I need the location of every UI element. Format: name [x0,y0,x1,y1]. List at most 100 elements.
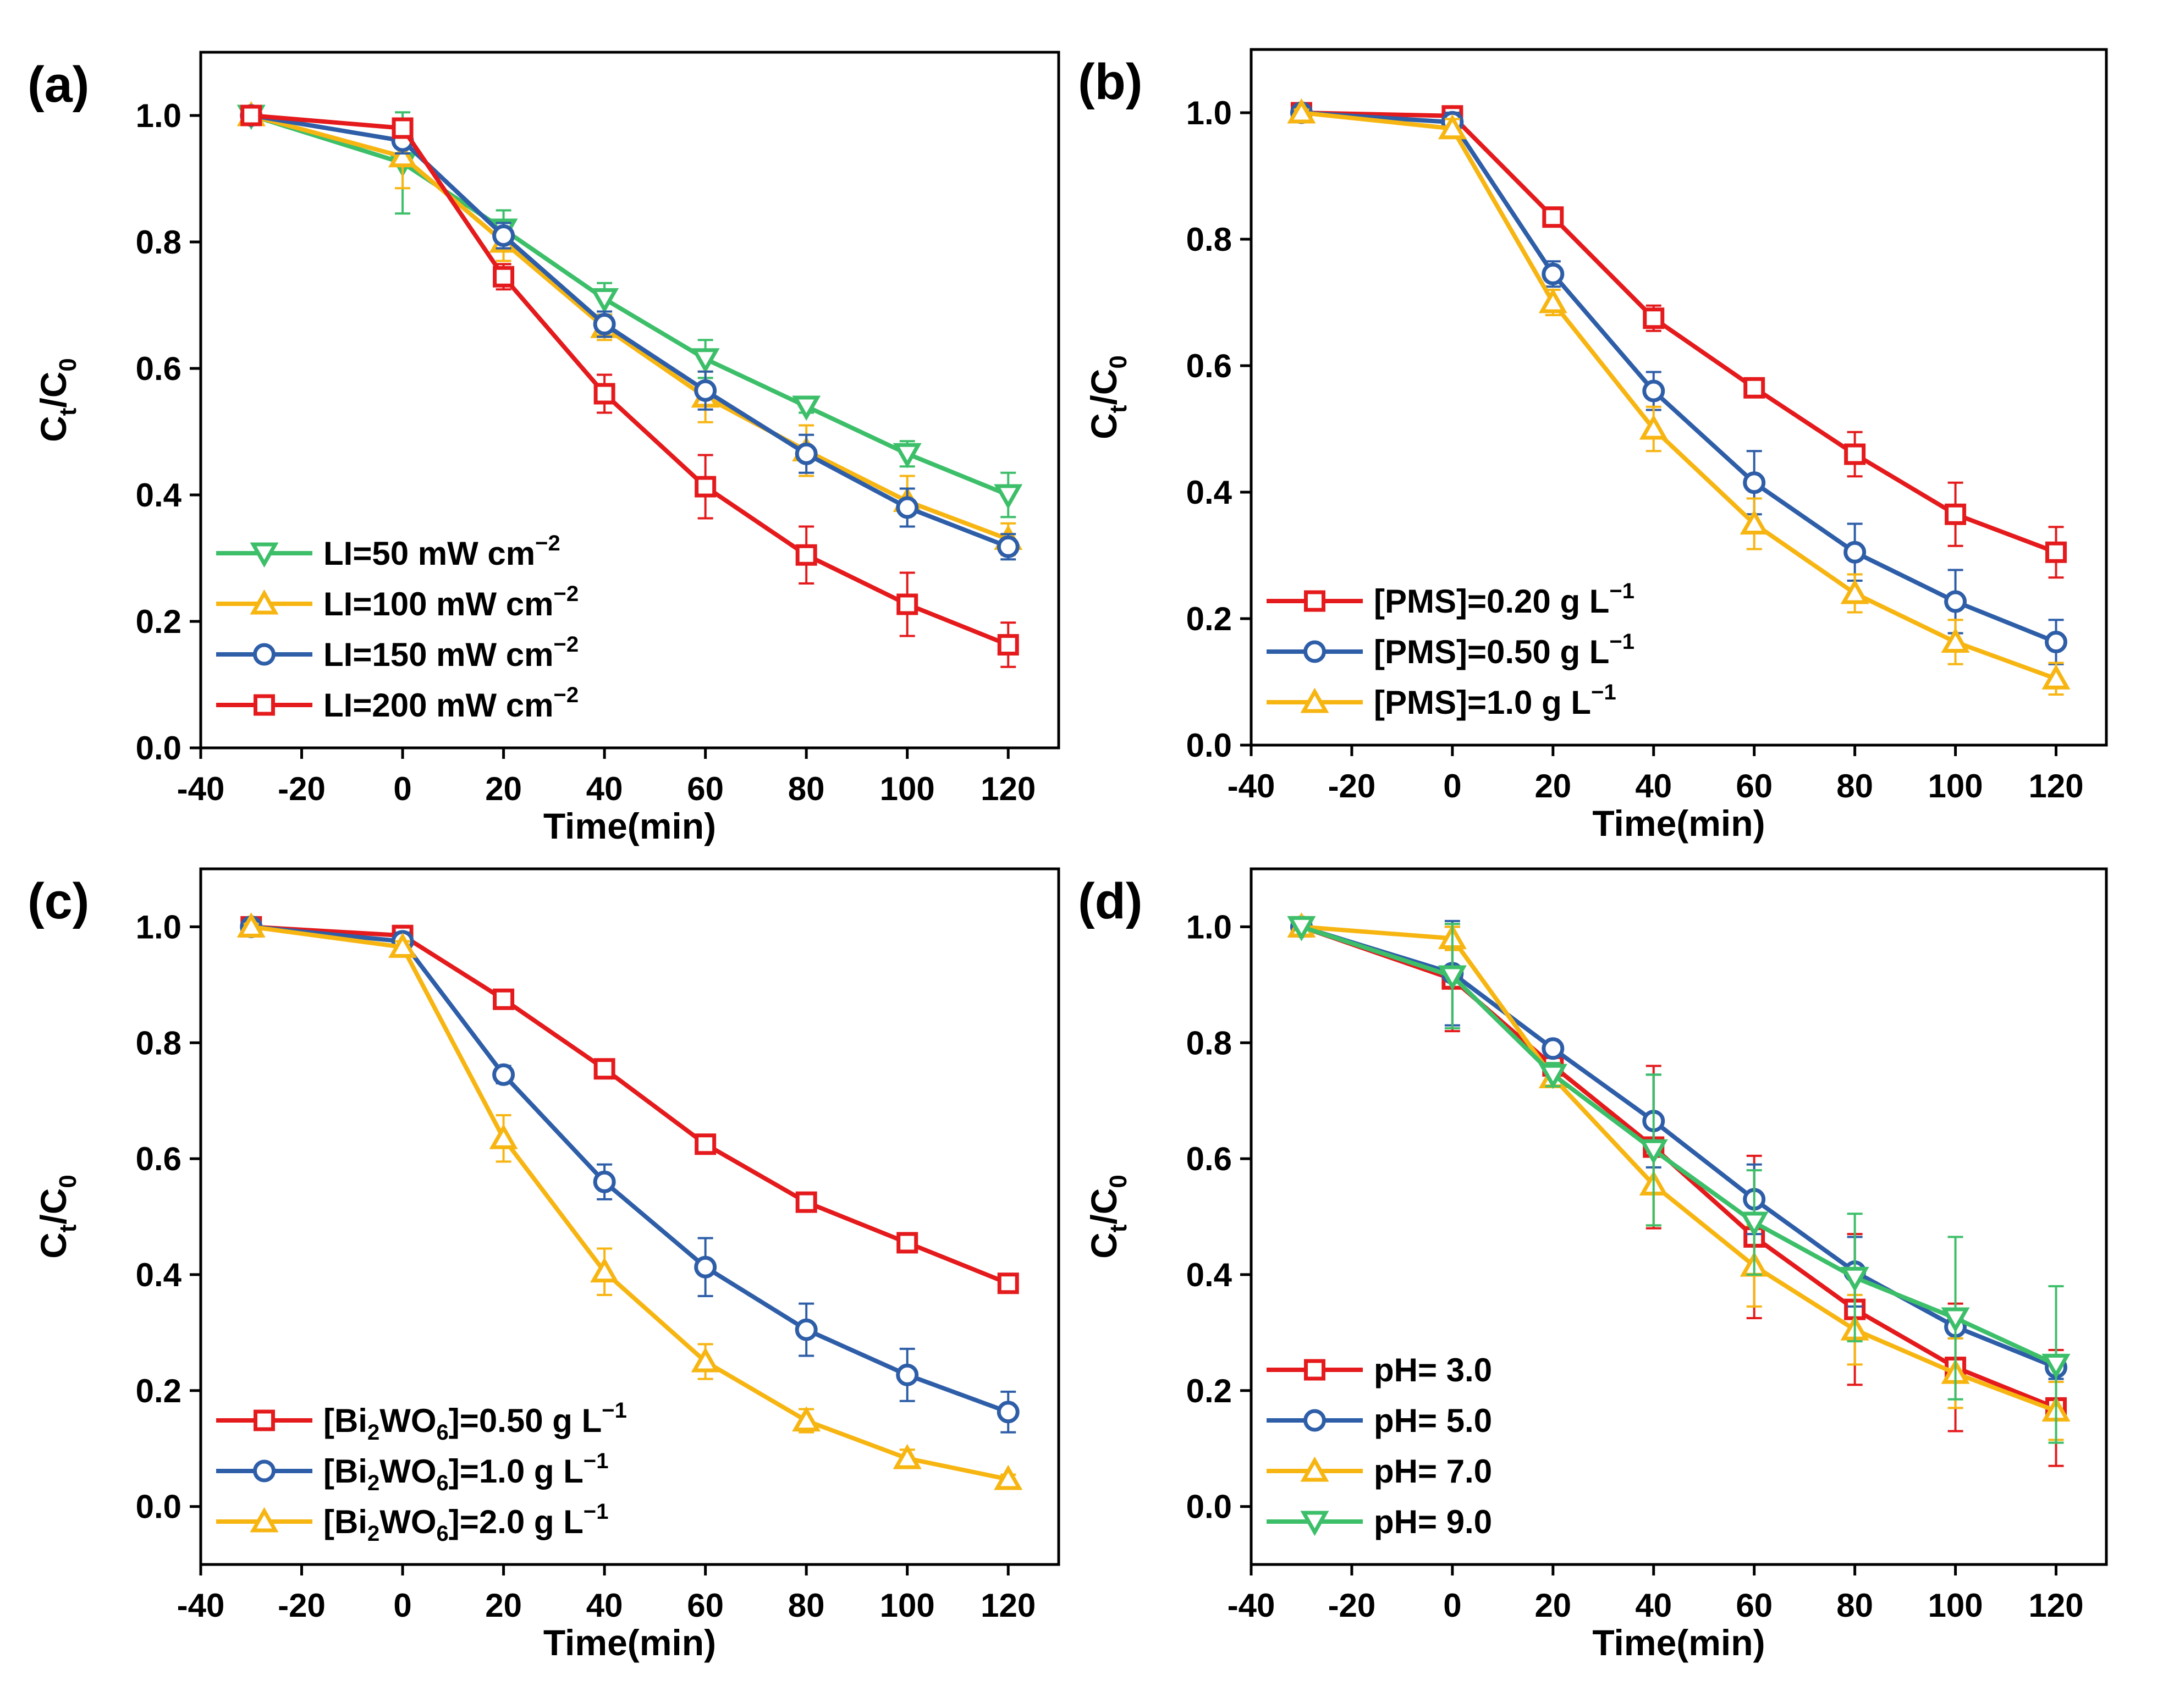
data-point [2045,631,2068,654]
x-tick-label: -20 [278,770,326,807]
y-axis-label-sub: t [1105,1224,1132,1232]
y-tick-label: 1.0 [136,908,181,945]
legend-label: pH= 7.0 [1374,1453,1492,1490]
x-tick-label: 40 [586,770,623,807]
y-tick-label: 1.0 [1186,95,1232,131]
panel-label: (a) [27,57,89,113]
legend-label-sub: 2 [367,1471,379,1495]
data-point [694,1255,717,1279]
y-tick-label: 0.8 [1186,221,1232,258]
x-tick-label: -40 [177,1587,225,1624]
data-point [593,383,615,405]
series-line [251,924,1009,1286]
data-point [240,104,262,126]
legend-label: pH= 9.0 [1374,1503,1492,1540]
data-point [997,634,1019,656]
plot-frame [1250,48,2108,747]
data-point [2045,541,2067,563]
series-3 [1287,98,2071,696]
data-point [1438,114,1467,140]
y-tick-label: 0.8 [1186,1024,1232,1061]
x-tick-label: -40 [1228,1587,1275,1624]
data-point [1743,377,1765,399]
legend-label-part: ]=1.0 g L [449,1453,584,1490]
legend: pH= 3.0 pH= 5.0 pH= 7.0 pH= 9.0 [1267,1352,1492,1540]
data-point [896,1363,919,1386]
data-point [792,1406,821,1432]
data-point [795,442,818,465]
data-point [1945,503,1967,525]
legend-label-part: LI=100 mW cm [323,586,554,622]
y-tick-label: 0.4 [1186,1257,1232,1293]
data-point [795,1318,818,1341]
legend-label-part: WO [379,1402,436,1439]
data-point [691,348,720,374]
panel-d: -40 -20 0 20 40 60 80 100 120 0.0 0.2 0.4 0.6 0.8 1.0 T… [1078,867,2108,1663]
y-tick-label: 0.6 [1186,348,1232,384]
data-point [695,476,717,498]
data-point [236,912,266,938]
legend-label-part: pH= 9.0 [1374,1503,1492,1540]
legend-marker [1303,1409,1326,1432]
y-axis-label-sub: 0 [54,1175,81,1188]
legend-label: [Bi2WO6]=0.50 g L−1 [323,1398,627,1445]
series-line [1301,111,2057,644]
data-point [489,1123,518,1149]
data-point [1538,288,1567,313]
y-axis-label-sep: /C [1083,1188,1124,1225]
y-axis-label-main: C [1083,413,1124,439]
data-point [694,379,717,402]
data-point [896,496,919,519]
y-axis-label-main: C [1083,1232,1124,1259]
y-tick-label: 0.2 [1186,1373,1232,1409]
x-tick-label: 60 [1736,768,1773,805]
y-tick-label: 0.2 [1186,600,1232,637]
series-1 [240,916,1019,1294]
y-axis-label-sub: t [1105,405,1132,413]
legend-marker [1300,687,1329,713]
legend-label-sup: −2 [535,531,560,555]
x-tick-label: 120 [2028,768,2083,805]
x-tick-label: 120 [981,770,1036,807]
x-tick-label: 40 [1635,768,1672,805]
legend-marker [1300,1511,1329,1536]
x-tick-label: -40 [1228,768,1275,805]
series-line [251,924,1009,1414]
data-point [1941,1307,1970,1333]
x-tick-label: 0 [1443,768,1461,805]
plot-frame [1250,867,2108,1566]
legend-label: LI=50 mW cm−2 [323,531,560,572]
legend-marker [250,1507,279,1533]
x-tick-label: 80 [1836,768,1873,805]
legend-label-sup: −1 [1609,630,1634,654]
legend: [PMS]=0.20 g L−1[PMS]=0.50 g L−1[PMS]=1.… [1267,579,1634,721]
x-tick-label: 80 [788,1587,825,1624]
data-point [493,266,515,288]
x-tick-label: 100 [880,1587,935,1624]
data-point [1542,206,1564,228]
x-tick-label: 20 [485,1587,522,1624]
y-axis-label-sub: 0 [54,358,81,371]
data-point [997,1272,1019,1294]
legend-label-sup: −1 [584,1449,609,1473]
x-tick-label: -20 [1328,1587,1376,1624]
data-point [2041,664,2071,690]
y-axis-label-sub: t [54,407,81,416]
plot-frame [199,51,1060,750]
legend-label-sup: −1 [1609,579,1634,603]
series-line [251,113,1009,647]
legend-label-sup: −1 [602,1398,627,1423]
legend-label-part: pH= 5.0 [1374,1402,1492,1439]
data-point [795,544,817,566]
x-tick-label: 100 [1928,768,1983,805]
series-2 [1290,101,2068,665]
data-point [593,1170,616,1193]
x-tick-label: 80 [788,770,825,807]
legend-label-sup: −2 [554,582,579,606]
y-tick-label: 0.6 [136,1140,181,1177]
legend-label-part: LI=50 mW cm [323,535,535,572]
data-point [493,988,515,1010]
panel-c: -40 -20 0 20 40 60 80 100 1200.00.20.40.60.81.0T… [27,867,1060,1663]
series-2 [240,915,1020,1434]
x-tick-label: 40 [1635,1587,1672,1624]
